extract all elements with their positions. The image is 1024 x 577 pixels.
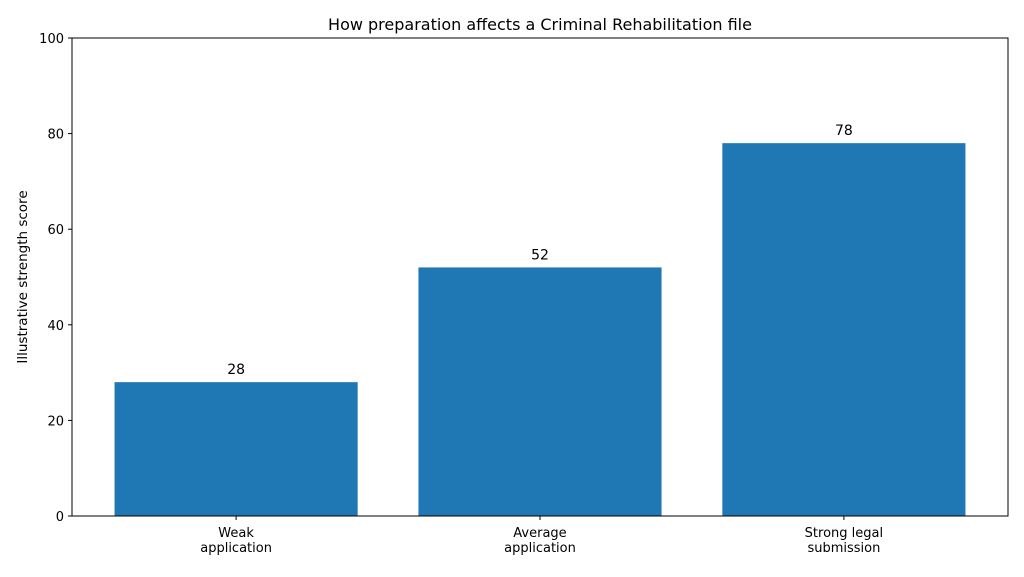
- y-axis-label: Illustrative strength score: [15, 190, 31, 363]
- y-tick-label: 80: [47, 128, 64, 143]
- bar: [114, 382, 358, 516]
- chart-title: How preparation affects a Criminal Rehab…: [328, 15, 752, 34]
- y-tick-label: 100: [39, 32, 64, 47]
- y-tick-label: 0: [56, 510, 64, 525]
- x-tick-label: submission: [807, 541, 880, 556]
- x-tick-label: Weak: [218, 526, 254, 541]
- x-tick-label: application: [504, 541, 576, 556]
- y-tick-label: 60: [47, 223, 64, 238]
- bar: [722, 143, 966, 516]
- data-label: 28: [227, 362, 245, 378]
- data-label: 78: [835, 123, 853, 139]
- bar: [418, 267, 662, 516]
- x-tick-label: Strong legal: [805, 526, 883, 541]
- x-tick-label: application: [200, 541, 272, 556]
- plot-frame: [71, 37, 1009, 517]
- data-label: 52: [531, 247, 549, 263]
- y-tick-label: 40: [47, 319, 64, 334]
- x-tick-label: Average: [513, 526, 566, 541]
- y-tick-label: 20: [47, 414, 64, 429]
